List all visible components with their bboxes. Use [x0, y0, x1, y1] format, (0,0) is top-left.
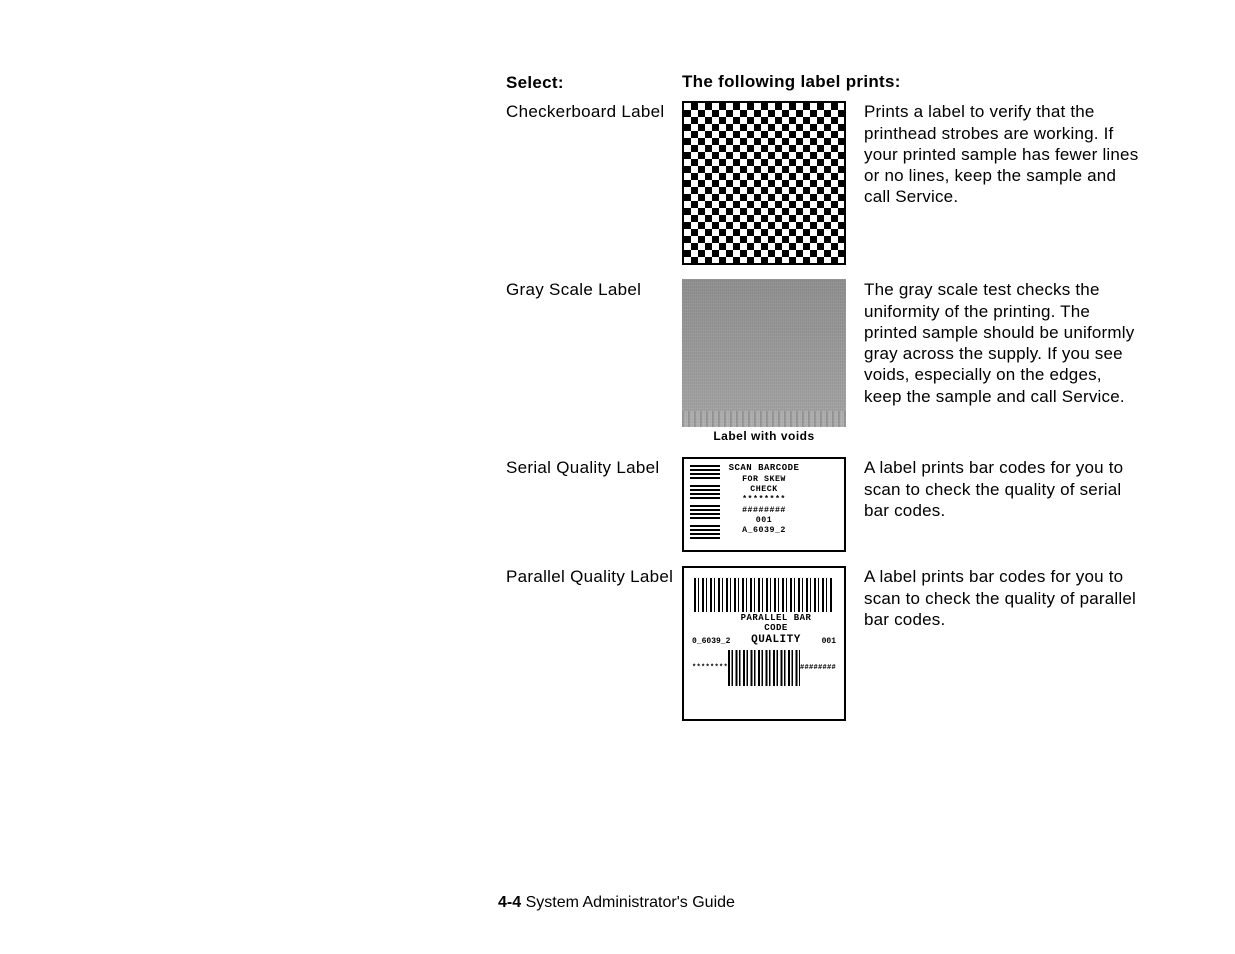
serial-line3: CHECK: [750, 485, 777, 495]
serial-sample-col: SCAN BARCODE FOR SKEW CHECK ******** ###…: [682, 457, 864, 552]
serial-line7: A_6039_2: [742, 526, 786, 536]
serial-left-bars: [690, 463, 720, 546]
serial-line4: ********: [742, 495, 786, 505]
grayscale-sample-icon: [682, 279, 846, 427]
para-right: 001: [822, 637, 836, 646]
para-stars: ********: [692, 664, 728, 672]
parallel-sample-col: 0_6039_2 PARALLEL BAR CODE QUALITY 001 *…: [682, 566, 864, 721]
parallel-desc: A label prints bar codes for you to scan…: [864, 566, 1140, 721]
para-mid-bottom: QUALITY: [751, 634, 801, 646]
gray-label: Gray Scale Label: [506, 279, 682, 443]
serial-line2: FOR SKEW: [742, 475, 786, 485]
checker-sample-col: [682, 101, 864, 265]
header-select: Select:: [506, 72, 682, 93]
gray-desc: The gray scale test checks the uniformit…: [864, 279, 1140, 443]
barcode-top-icon: [694, 578, 834, 612]
page: Select: The following label prints: Chec…: [0, 0, 1235, 954]
checkerboard-sample-icon: [682, 101, 846, 265]
content-area: Select: The following label prints: Chec…: [506, 72, 1146, 735]
page-footer: 4-4 System Administrator's Guide: [498, 894, 735, 912]
header-following: The following label prints:: [682, 72, 1140, 93]
barcode-icon: [690, 463, 720, 479]
parallel-bottom-row: ******** ########: [692, 650, 836, 686]
row-checkerboard: Checkerboard Label Prints a label to ver…: [506, 101, 1146, 265]
footer-page: 4-4: [498, 894, 521, 911]
serial-label: Serial Quality Label: [506, 457, 682, 552]
parallel-label: Parallel Quality Label: [506, 566, 682, 721]
table-header: Select: The following label prints:: [506, 72, 1146, 93]
parallel-title-row: 0_6039_2 PARALLEL BAR CODE QUALITY 001: [692, 614, 836, 646]
serial-center-text: SCAN BARCODE FOR SKEW CHECK ******** ###…: [720, 463, 808, 546]
para-mid: PARALLEL BAR CODE QUALITY: [730, 614, 821, 646]
serial-desc: A label prints bar codes for you to scan…: [864, 457, 1140, 552]
row-serial: Serial Quality Label SCAN BARCODE FOR SK…: [506, 457, 1146, 552]
checker-desc: Prints a label to verify that the printh…: [864, 101, 1140, 265]
serial-line5: ########: [742, 506, 786, 516]
barcode-icon: [690, 503, 720, 519]
para-left: 0_6039_2: [692, 637, 730, 646]
barcode-icon: [690, 523, 720, 539]
gray-sample-col: Label with voids: [682, 279, 864, 443]
barcode-bottom-icon: [728, 650, 800, 686]
para-hashes: ########: [800, 664, 836, 672]
footer-title: System Administrator's Guide: [521, 894, 735, 911]
para-mid-top: PARALLEL BAR CODE: [741, 613, 812, 633]
serial-line1: SCAN BARCODE: [729, 463, 800, 474]
serial-sample-icon: SCAN BARCODE FOR SKEW CHECK ******** ###…: [682, 457, 846, 552]
row-grayscale: Gray Scale Label Label with voids The gr…: [506, 279, 1146, 443]
checker-label: Checkerboard Label: [506, 101, 682, 265]
row-parallel: Parallel Quality Label 0_6039_2 PARALLEL…: [506, 566, 1146, 721]
barcode-icon: [690, 483, 720, 499]
serial-right-bars: [808, 463, 838, 546]
gray-caption: Label with voids: [682, 429, 846, 443]
serial-line6: 001: [756, 516, 772, 526]
parallel-sample-icon: 0_6039_2 PARALLEL BAR CODE QUALITY 001 *…: [682, 566, 846, 721]
